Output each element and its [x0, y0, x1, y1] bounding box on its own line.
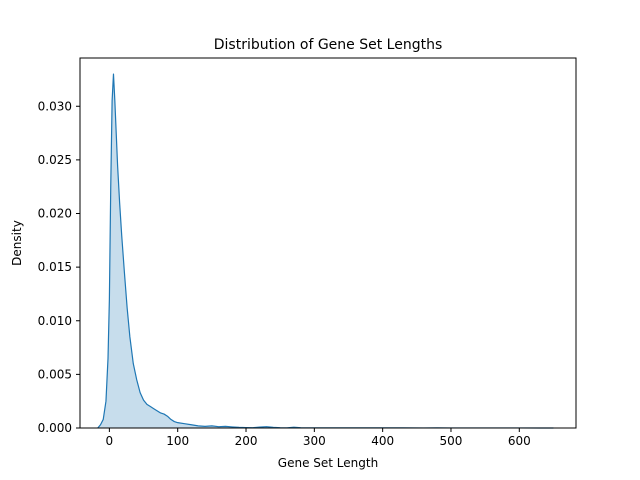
y-tick-label: 0.030: [38, 99, 72, 113]
y-axis-ticks: 0.000 0.005 0.010 0.015 0.020 0.025 0.030: [38, 99, 80, 435]
y-tick-label: 0.015: [38, 260, 72, 274]
x-tick-label: 300: [303, 434, 326, 448]
y-tick-label: 0.020: [38, 207, 72, 221]
x-tick-label: 0: [106, 434, 114, 448]
x-tick-label: 200: [235, 434, 258, 448]
y-tick-label: 0.000: [38, 421, 72, 435]
y-axis-label: Density: [10, 220, 24, 266]
y-tick-label: 0.010: [38, 314, 72, 328]
axes-frame: [79, 57, 577, 429]
x-tick-label: 400: [371, 434, 394, 448]
y-tick-label: 0.005: [38, 367, 72, 381]
y-tick-label: 0.025: [38, 153, 72, 167]
chart-title: Distribution of Gene Set Lengths: [214, 37, 443, 53]
x-tick-label: 100: [166, 434, 189, 448]
plot-area: [79, 57, 577, 429]
x-axis-ticks: 0 100 200 300 400 500 600: [106, 428, 531, 448]
x-axis-label: Gene Set Length: [278, 456, 378, 470]
x-tick-label: 500: [440, 434, 463, 448]
x-tick-label: 600: [508, 434, 531, 448]
